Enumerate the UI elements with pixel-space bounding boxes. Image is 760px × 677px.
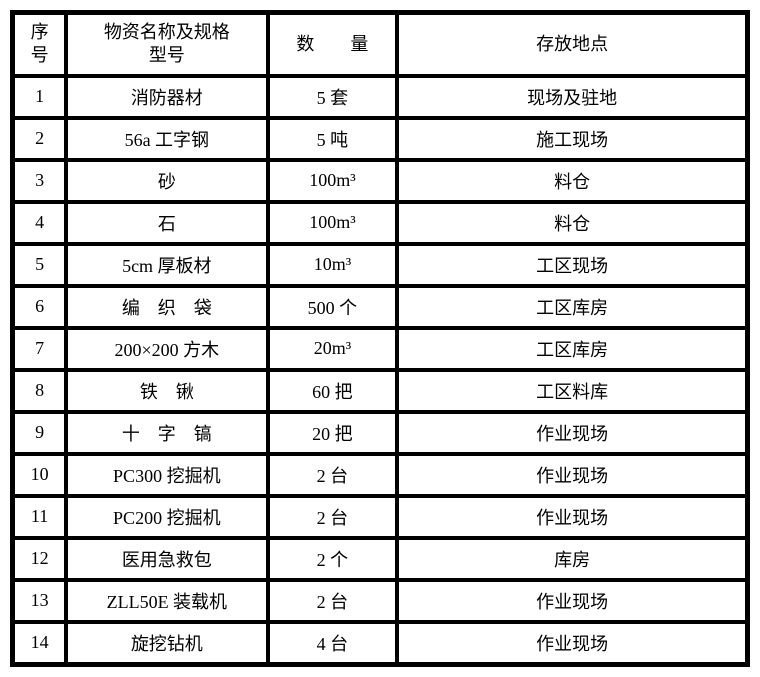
- cell-qty: 2 台: [269, 581, 397, 621]
- cell-loc: 库房: [398, 539, 746, 579]
- cell-qty: 5 吨: [269, 119, 397, 159]
- cell-loc: 现场及驻地: [398, 77, 746, 117]
- cell-loc: 料仓: [398, 161, 746, 201]
- table-row: 13ZLL50E 装载机2 台作业现场: [14, 581, 746, 621]
- cell-seq: 2: [14, 119, 65, 159]
- cell-seq: 3: [14, 161, 65, 201]
- cell-loc: 作业现场: [398, 413, 746, 453]
- cell-name: 编 织 袋: [67, 287, 266, 327]
- cell-name: 砂: [67, 161, 266, 201]
- cell-seq: 9: [14, 413, 65, 453]
- cell-name: ZLL50E 装载机: [67, 581, 266, 621]
- cell-name: 铁 锹: [67, 371, 266, 411]
- cell-loc: 施工现场: [398, 119, 746, 159]
- table-row: 1消防器材5 套现场及驻地: [14, 77, 746, 117]
- table-row: 7200×200 方木20m³工区库房: [14, 329, 746, 369]
- cell-qty: 100m³: [269, 161, 397, 201]
- cell-name: 十 字 镐: [67, 413, 266, 453]
- cell-qty: 2 台: [269, 455, 397, 495]
- cell-name: 56a 工字钢: [67, 119, 266, 159]
- cell-qty: 60 把: [269, 371, 397, 411]
- table-row: 10PC300 挖掘机2 台作业现场: [14, 455, 746, 495]
- cell-seq: 1: [14, 77, 65, 117]
- header-qty: 数 量: [269, 14, 397, 75]
- cell-loc: 作业现场: [398, 623, 746, 663]
- cell-qty: 20 把: [269, 413, 397, 453]
- cell-seq: 5: [14, 245, 65, 285]
- cell-loc: 作业现场: [398, 455, 746, 495]
- table-row: 3砂100m³料仓: [14, 161, 746, 201]
- header-seq: 序 号: [14, 14, 65, 75]
- cell-loc: 作业现场: [398, 497, 746, 537]
- header-loc: 存放地点: [398, 14, 746, 75]
- table-row: 8铁 锹60 把工区料库: [14, 371, 746, 411]
- cell-seq: 8: [14, 371, 65, 411]
- cell-seq: 11: [14, 497, 65, 537]
- cell-qty: 20m³: [269, 329, 397, 369]
- table-row: 256a 工字钢5 吨施工现场: [14, 119, 746, 159]
- cell-loc: 作业现场: [398, 581, 746, 621]
- table-body: 1消防器材5 套现场及驻地256a 工字钢5 吨施工现场3砂100m³料仓4石1…: [14, 77, 746, 663]
- cell-seq: 4: [14, 203, 65, 243]
- cell-qty: 100m³: [269, 203, 397, 243]
- cell-seq: 7: [14, 329, 65, 369]
- cell-loc: 料仓: [398, 203, 746, 243]
- cell-name: PC200 挖掘机: [67, 497, 266, 537]
- cell-seq: 10: [14, 455, 65, 495]
- table-row: 55cm 厚板材10m³工区现场: [14, 245, 746, 285]
- cell-name: 医用急救包: [67, 539, 266, 579]
- cell-qty: 4 台: [269, 623, 397, 663]
- table-row: 6编 织 袋500 个工区库房: [14, 287, 746, 327]
- cell-loc: 工区现场: [398, 245, 746, 285]
- table-row: 14旋挖钻机4 台作业现场: [14, 623, 746, 663]
- cell-seq: 6: [14, 287, 65, 327]
- table-header: 序 号 物资名称及规格 型号 数 量 存放地点: [14, 14, 746, 75]
- cell-qty: 5 套: [269, 77, 397, 117]
- cell-name: PC300 挖掘机: [67, 455, 266, 495]
- cell-seq: 13: [14, 581, 65, 621]
- cell-loc: 工区库房: [398, 287, 746, 327]
- cell-name: 消防器材: [67, 77, 266, 117]
- cell-loc: 工区库房: [398, 329, 746, 369]
- cell-qty: 500 个: [269, 287, 397, 327]
- cell-name: 200×200 方木: [67, 329, 266, 369]
- table-row: 9十 字 镐20 把作业现场: [14, 413, 746, 453]
- cell-name: 5cm 厚板材: [67, 245, 266, 285]
- header-row: 序 号 物资名称及规格 型号 数 量 存放地点: [14, 14, 746, 75]
- header-name: 物资名称及规格 型号: [67, 14, 266, 75]
- cell-name: 旋挖钻机: [67, 623, 266, 663]
- cell-qty: 10m³: [269, 245, 397, 285]
- table-row: 12医用急救包2 个库房: [14, 539, 746, 579]
- cell-name: 石: [67, 203, 266, 243]
- materials-table: 序 号 物资名称及规格 型号 数 量 存放地点 1消防器材5 套现场及驻地256…: [10, 10, 750, 667]
- table-row: 11PC200 挖掘机2 台作业现场: [14, 497, 746, 537]
- cell-loc: 工区料库: [398, 371, 746, 411]
- cell-qty: 2 个: [269, 539, 397, 579]
- table-row: 4石100m³料仓: [14, 203, 746, 243]
- cell-qty: 2 台: [269, 497, 397, 537]
- cell-seq: 14: [14, 623, 65, 663]
- cell-seq: 12: [14, 539, 65, 579]
